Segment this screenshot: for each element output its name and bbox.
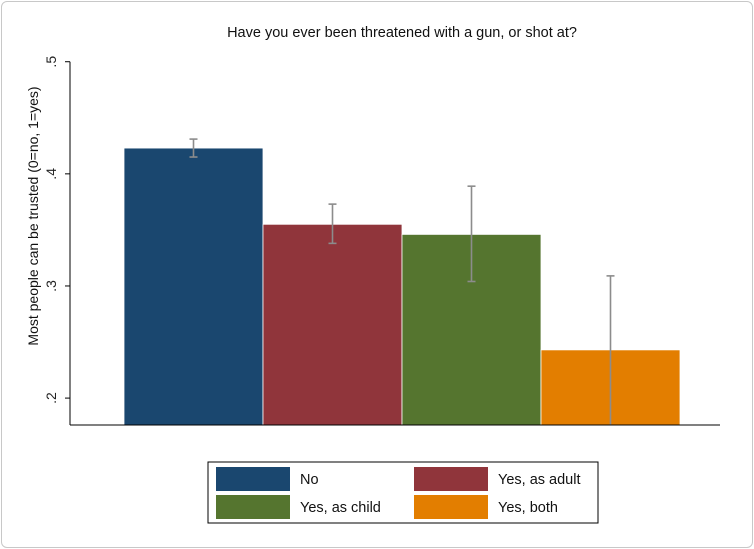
legend-swatch — [414, 467, 488, 491]
bar-yes-as-adult — [262, 223, 403, 426]
legend-item: Yes, as child — [216, 495, 381, 519]
error-bars — [189, 138, 615, 425]
legend-label: No — [300, 472, 319, 488]
error-bar — [328, 203, 337, 245]
legend-label: Yes, both — [498, 500, 558, 516]
y-tick-label: .4 — [43, 168, 59, 180]
chart-title: Have you ever been threatened with a gun… — [227, 25, 577, 41]
bar-yes-as-child — [401, 233, 542, 426]
y-tick-label: .2 — [43, 392, 59, 404]
y-tick-label: .5 — [43, 56, 59, 68]
y-axis: .2 .3 .4 .5 — [43, 56, 71, 425]
y-tick-label: .3 — [43, 280, 59, 292]
error-bar — [606, 275, 615, 425]
y-axis-label: Most people can be trusted (0=no, 1=yes) — [25, 86, 41, 345]
legend-label: Yes, as adult — [498, 472, 581, 488]
legend-item: Yes, as adult — [414, 467, 581, 491]
legend: No Yes, as adult Yes, as child Yes, both — [207, 461, 599, 524]
legend-swatch — [216, 467, 290, 491]
error-bar — [189, 138, 198, 158]
legend-swatch — [216, 495, 290, 519]
legend-item: No — [216, 467, 319, 491]
legend-swatch — [414, 495, 488, 519]
bar-no — [123, 147, 264, 426]
error-bar — [467, 185, 476, 283]
bars — [123, 147, 681, 426]
legend-label: Yes, as child — [300, 500, 381, 516]
legend-item: Yes, both — [414, 495, 558, 519]
